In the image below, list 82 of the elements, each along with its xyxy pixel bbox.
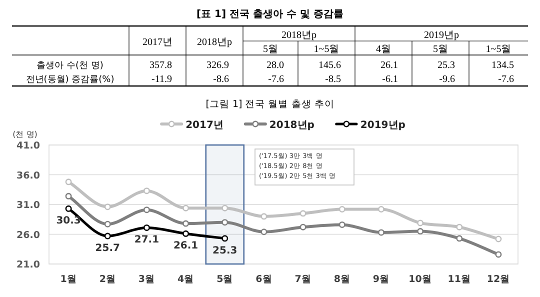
text: -7.6 <box>498 74 514 85</box>
x-tick-label: 7월 <box>294 274 312 285</box>
x-tick-label: 2월 <box>99 274 116 285</box>
chart-title: [그림 1] 전국 월별 출생 추이 <box>206 99 334 110</box>
text: 2018년p <box>282 30 316 41</box>
point <box>378 206 384 213</box>
point <box>143 206 150 214</box>
point <box>104 204 111 210</box>
data-label: 25.7 <box>95 243 120 254</box>
text: 25.3 <box>438 60 455 71</box>
data-label: 30.3 <box>56 216 81 227</box>
x-tick-label: 1월 <box>60 274 77 285</box>
y-tick-label: 36.0 <box>16 170 40 182</box>
y-tick-label: 26.0 <box>16 230 40 241</box>
legend-label: 2018년p <box>269 120 314 131</box>
point <box>417 228 424 235</box>
text: 145.6 <box>318 60 341 71</box>
text: 26.1 <box>380 60 398 71</box>
text: -6.1 <box>382 74 398 85</box>
x-tick-label: 4월 <box>177 274 194 285</box>
text: 326.9 <box>206 60 229 71</box>
point <box>182 230 190 237</box>
category-label: 5월 <box>263 44 278 55</box>
x-tick-label: 5월 <box>216 274 234 285</box>
category-label: 전년(동월) 증감률(%) <box>26 75 114 85</box>
point <box>378 229 384 236</box>
category-label: 5월 <box>433 44 448 55</box>
data-label: 25.3 <box>212 245 238 256</box>
point <box>65 205 72 212</box>
point <box>182 204 190 212</box>
text: [표 1] 전국 출생아 수 및 증감률 <box>196 9 344 20</box>
data-label: 27.1 <box>134 234 160 246</box>
legend-label: 2019년p <box>360 120 406 131</box>
y-axis-title: (천 명) <box>12 130 38 139</box>
point <box>495 251 502 258</box>
x-tick-label: 12월 <box>486 274 510 285</box>
category-label: 출생아 수(천 명) <box>36 61 104 71</box>
x-tick-label: 6월 <box>256 274 272 285</box>
point <box>300 224 306 230</box>
point <box>104 220 111 228</box>
text: -9.6 <box>439 74 455 85</box>
category-label: 2018년p <box>197 37 232 48</box>
x-tick-label: 10월 <box>408 274 432 285</box>
y-tick-label: 21.0 <box>16 260 40 270</box>
text: 134.5 <box>492 60 514 71</box>
x-tick-label: 3월 <box>138 274 156 285</box>
legend-label: 2017년 <box>186 120 224 131</box>
category-label: 2017년 <box>142 37 172 48</box>
text: -7.6 <box>268 74 284 85</box>
point <box>143 224 150 231</box>
point <box>222 204 228 212</box>
category-label: 1~5월 <box>486 44 512 55</box>
point <box>65 178 72 186</box>
text: 357.8 <box>150 60 172 71</box>
point <box>260 228 268 236</box>
data-label: 26.1 <box>173 240 198 252</box>
point <box>456 235 463 242</box>
point <box>456 224 463 230</box>
point <box>300 210 306 217</box>
point <box>143 188 150 194</box>
point <box>260 213 268 220</box>
point <box>222 235 228 242</box>
y-tick-label: 31.0 <box>16 200 40 211</box>
text: -8.6 <box>213 74 229 85</box>
point <box>104 232 111 240</box>
x-tick-label: 9월 <box>372 274 390 285</box>
y-tick-label: 41.0 <box>16 140 40 152</box>
point <box>417 220 424 226</box>
point <box>182 220 190 227</box>
text: -8.5 <box>325 74 341 85</box>
point <box>338 206 346 213</box>
point <box>495 236 502 242</box>
x-tick-label: 8월 <box>334 274 350 285</box>
point <box>222 219 228 226</box>
text: 2019년p <box>424 30 459 41</box>
category-label: 4월 <box>376 44 391 55</box>
x-tick-label: 11월 <box>448 274 471 285</box>
text: 28.0 <box>266 60 284 71</box>
text: -11.9 <box>152 74 172 85</box>
point <box>65 192 72 200</box>
point <box>338 221 346 228</box>
category-label: 1~5월 <box>314 44 340 55</box>
